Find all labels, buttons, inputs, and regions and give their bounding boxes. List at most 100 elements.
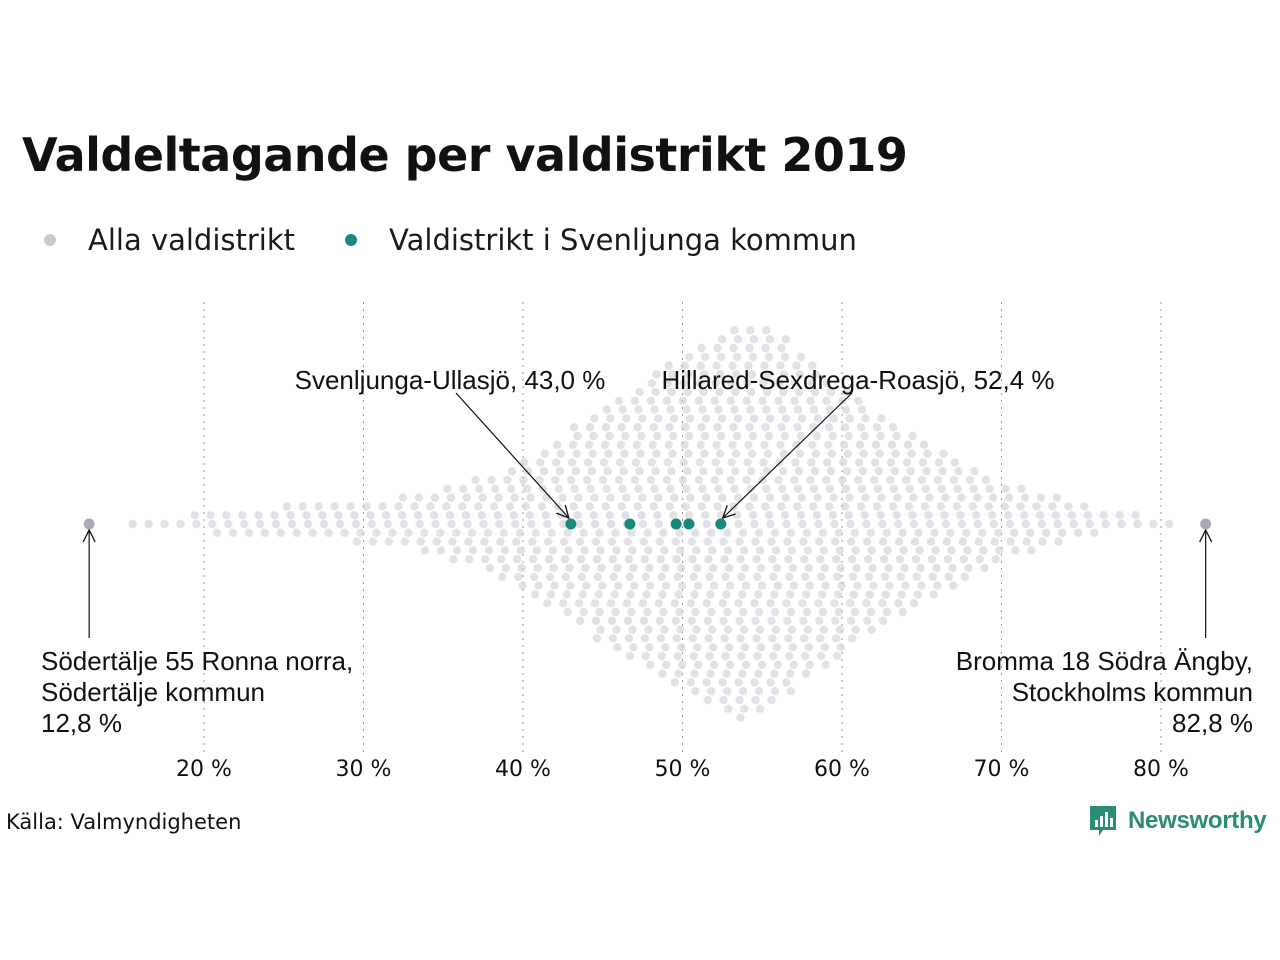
swarm-point	[575, 537, 585, 546]
swarm-point	[826, 387, 836, 397]
swarm-point	[684, 370, 693, 379]
swarm-point	[646, 660, 655, 669]
swarm-point	[384, 537, 393, 546]
swarm-point	[878, 537, 888, 546]
swarm-point	[773, 660, 782, 669]
swarm-point	[834, 607, 844, 617]
swarm-point	[212, 528, 221, 537]
swarm-point	[943, 555, 953, 564]
swarm-point	[735, 616, 744, 625]
swarm-point	[698, 484, 707, 493]
swarm-point	[563, 607, 572, 617]
swarm-point	[735, 695, 744, 705]
swarm-point	[778, 467, 788, 476]
swarm-point	[474, 502, 483, 511]
swarm-point	[810, 467, 820, 476]
swarm-point	[798, 519, 807, 529]
swarm-point	[879, 555, 889, 564]
swarm-point	[626, 590, 635, 599]
swarm-point	[872, 423, 882, 432]
swarm-point	[713, 423, 722, 432]
swarm-point	[675, 528, 684, 537]
swarm-point	[944, 572, 953, 581]
swarm-point	[592, 555, 602, 564]
swarm-point	[764, 431, 774, 441]
legend-dot-all	[44, 234, 56, 246]
swarm-point	[638, 414, 647, 423]
swarm-point	[790, 396, 799, 405]
swarm-point	[872, 502, 882, 511]
swarm-point	[830, 519, 839, 529]
newsworthy-logo: Newsworthy	[1088, 804, 1267, 838]
swarm-point	[776, 361, 785, 370]
swarm-point	[662, 396, 672, 405]
swarm-point	[790, 475, 799, 485]
swarm-point	[1054, 537, 1063, 546]
swarm-point	[904, 502, 914, 511]
swarm-point	[519, 475, 528, 485]
swarm-point	[747, 449, 757, 458]
swarm-point	[847, 555, 857, 564]
swarm-point	[726, 396, 735, 405]
swarm-point	[909, 519, 919, 529]
swarm-point	[723, 528, 732, 537]
swarm-point	[1053, 519, 1062, 529]
chart-title: Valdeltagande per valdistrikt 2019	[22, 128, 908, 182]
swarm-point	[705, 651, 714, 661]
swarm-point	[447, 519, 456, 529]
swarm-point	[884, 563, 893, 573]
legend-dot-svenljunga	[345, 234, 358, 246]
swarm-point	[821, 581, 830, 590]
swarm-point	[877, 493, 886, 502]
swarm-point	[552, 440, 562, 449]
swarm-point	[988, 511, 997, 520]
swarm-point	[712, 361, 721, 370]
swarm-point	[685, 431, 694, 441]
swarm-point	[682, 484, 691, 493]
swarm-point	[786, 607, 796, 617]
swarm-point	[567, 458, 577, 467]
swarm-point	[882, 607, 891, 617]
swarm-point	[809, 484, 819, 493]
swarm-point	[958, 537, 968, 546]
swarm-point	[647, 458, 657, 467]
swarm-point	[898, 528, 907, 537]
swarm-point	[579, 607, 588, 617]
swarm-point	[804, 563, 813, 573]
swarm-point	[462, 493, 471, 502]
swarm-point	[569, 502, 579, 511]
swarm-point	[648, 440, 657, 449]
swarm-point	[842, 387, 852, 397]
swarm-point	[554, 484, 564, 493]
swarm-point	[808, 440, 817, 449]
swarm-point	[222, 511, 231, 520]
swarm-point	[707, 607, 716, 617]
swarm-point	[720, 634, 729, 643]
swarm-point	[1037, 519, 1047, 529]
swarm-point	[918, 458, 928, 467]
swarm-point	[532, 546, 541, 555]
swarm-point	[747, 370, 757, 379]
swarm-point	[757, 660, 767, 669]
swarm-point	[797, 493, 806, 502]
swarm-point	[742, 475, 751, 485]
swarm-point	[420, 528, 429, 537]
swarm-point	[608, 555, 618, 564]
swarm-point	[633, 502, 642, 511]
swarm-point	[906, 467, 915, 476]
swarm-point	[585, 502, 595, 511]
swarm-point	[426, 502, 435, 511]
swarm-point	[350, 511, 359, 520]
swarm-point	[584, 440, 594, 449]
swarm-point	[739, 607, 748, 617]
swarm-point	[878, 519, 887, 529]
swarm-point	[598, 581, 607, 590]
svenljunga-point	[715, 518, 727, 530]
swarm-point	[821, 660, 830, 669]
swarm-point	[840, 440, 849, 449]
swarm-point	[533, 563, 542, 573]
swarm-point	[564, 546, 573, 555]
swarm-point	[753, 572, 762, 581]
swarm-point	[544, 555, 554, 564]
swarm-point	[1035, 511, 1045, 520]
